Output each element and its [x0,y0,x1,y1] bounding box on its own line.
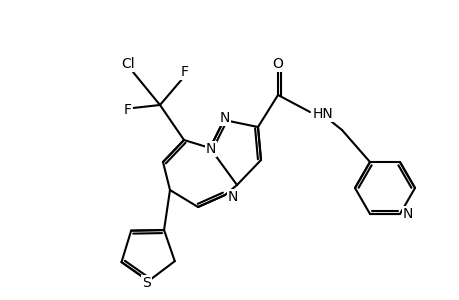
Text: S: S [142,276,151,290]
Text: N: N [402,207,412,221]
Text: F: F [124,103,132,117]
Text: F: F [180,65,189,79]
Text: N: N [219,111,230,125]
Text: N: N [205,142,216,156]
Text: Cl: Cl [121,57,134,71]
Text: N: N [227,190,238,204]
Text: O: O [272,57,283,71]
Text: HN: HN [312,107,333,121]
